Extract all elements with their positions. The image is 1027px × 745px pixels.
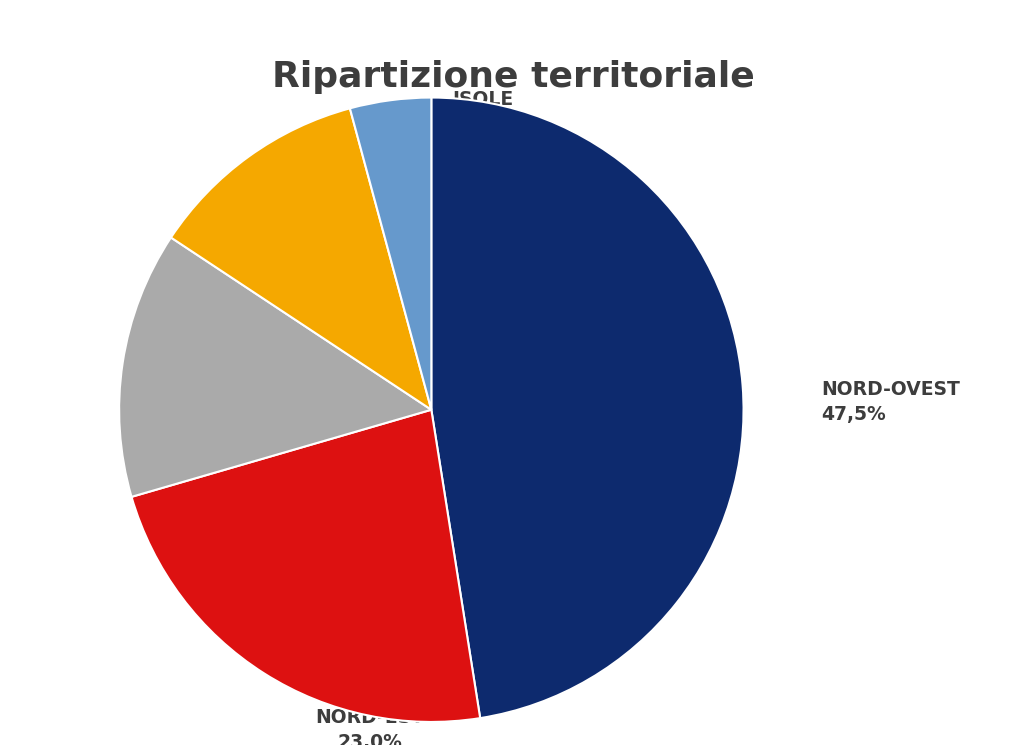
Wedge shape	[431, 98, 744, 718]
Wedge shape	[131, 410, 481, 722]
Text: Ripartizione territoriale: Ripartizione territoriale	[272, 60, 755, 94]
Text: NORD-EST
23,0%: NORD-EST 23,0%	[315, 708, 424, 745]
Text: SUD
11,5%: SUD 11,5%	[226, 231, 291, 276]
Wedge shape	[119, 238, 431, 497]
Text: NORD-OVEST
47,5%: NORD-OVEST 47,5%	[822, 380, 960, 425]
Text: ISOLE
4,2%: ISOLE 4,2%	[452, 90, 514, 134]
Wedge shape	[170, 108, 431, 410]
Wedge shape	[350, 98, 431, 410]
Text: CENTRO
13,8%: CENTRO 13,8%	[134, 410, 219, 454]
